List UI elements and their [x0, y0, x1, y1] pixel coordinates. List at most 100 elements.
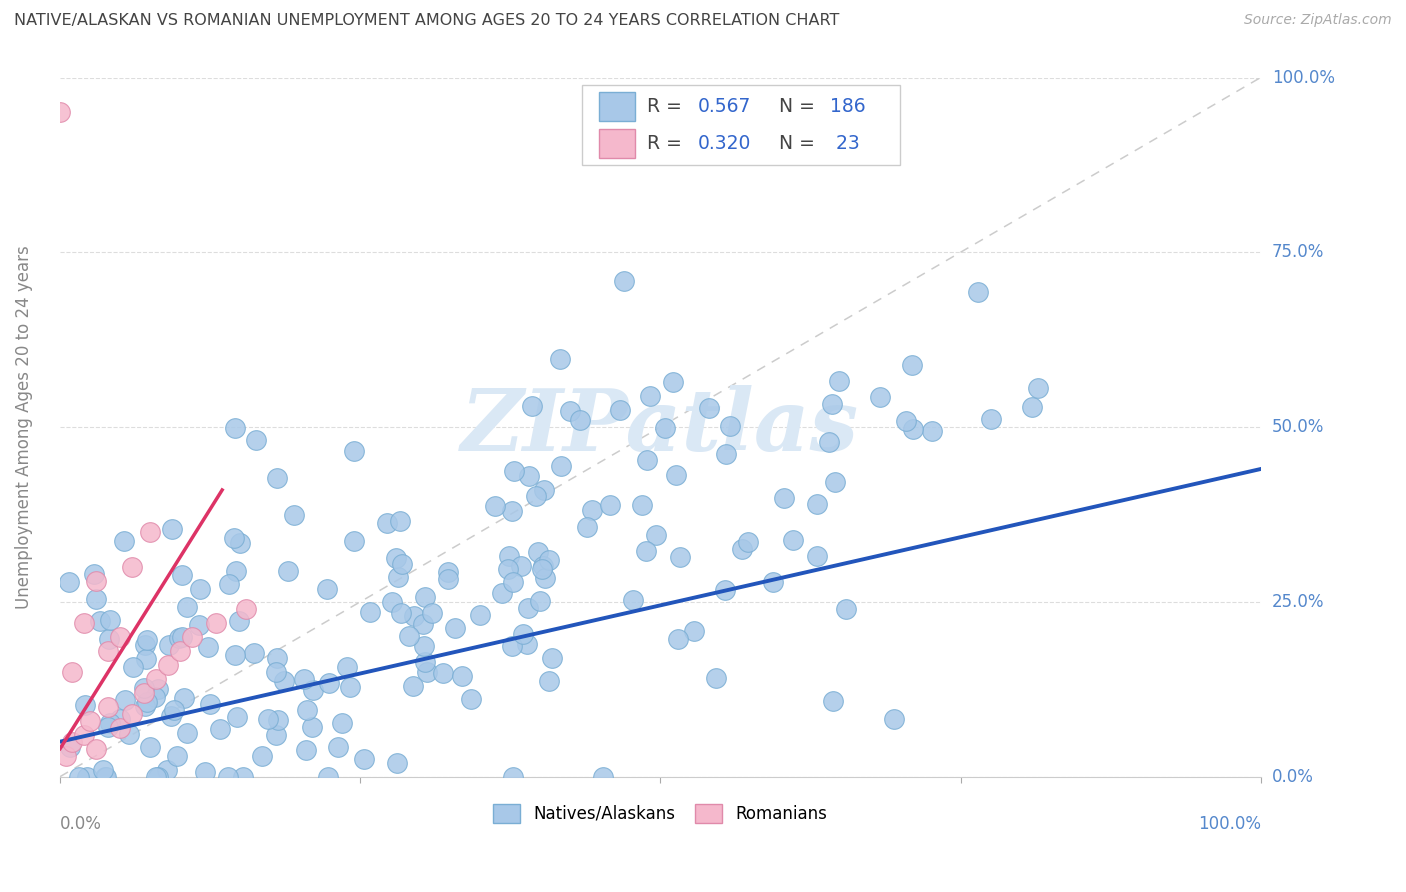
- Point: [437, 572, 460, 586]
- Point: [145, 770, 167, 784]
- Point: [662, 375, 685, 389]
- Point: [98, 716, 121, 731]
- Point: [245, 434, 267, 448]
- Point: [172, 630, 194, 644]
- Point: [636, 453, 658, 467]
- Point: [297, 703, 319, 717]
- Point: [560, 404, 582, 418]
- Point: [806, 549, 828, 563]
- Point: [301, 720, 323, 734]
- Point: [713, 582, 735, 597]
- Point: [921, 424, 943, 438]
- Point: [197, 640, 219, 654]
- Point: [883, 712, 905, 726]
- Point: [375, 516, 398, 530]
- Point: [73, 728, 96, 742]
- Point: [502, 770, 524, 784]
- Point: [517, 469, 540, 483]
- Point: [496, 562, 519, 576]
- Point: [336, 660, 359, 674]
- Point: [894, 414, 917, 428]
- Point: [301, 683, 323, 698]
- Point: [292, 672, 315, 686]
- Point: [121, 706, 143, 721]
- Legend: Natives/Alaskans, Romanians: Natives/Alaskans, Romanians: [485, 796, 835, 831]
- Point: [94, 770, 117, 784]
- Point: [228, 614, 250, 628]
- Point: [316, 582, 339, 596]
- Point: [160, 709, 183, 723]
- Point: [277, 564, 299, 578]
- Point: [49, 105, 72, 120]
- Point: [122, 660, 145, 674]
- Point: [58, 574, 80, 589]
- Point: [654, 420, 676, 434]
- Point: [76, 770, 98, 784]
- Point: [318, 676, 340, 690]
- Point: [343, 444, 366, 458]
- Point: [669, 549, 692, 564]
- Point: [412, 617, 434, 632]
- Point: [224, 648, 246, 662]
- Point: [359, 605, 381, 619]
- Point: [491, 585, 513, 599]
- Point: [108, 712, 131, 726]
- Point: [194, 764, 217, 779]
- Point: [143, 690, 166, 704]
- Text: Source: ZipAtlas.com: Source: ZipAtlas.com: [1244, 13, 1392, 28]
- Point: [901, 422, 924, 436]
- Y-axis label: Unemployment Among Ages 20 to 24 years: Unemployment Among Ages 20 to 24 years: [15, 245, 32, 609]
- Point: [821, 397, 844, 411]
- Point: [60, 665, 83, 679]
- Point: [824, 475, 846, 489]
- Point: [533, 571, 555, 585]
- Point: [901, 358, 924, 372]
- Point: [516, 601, 538, 615]
- Point: [157, 638, 180, 652]
- Point: [1026, 381, 1049, 395]
- Point: [118, 726, 141, 740]
- Point: [200, 697, 222, 711]
- Point: [645, 527, 668, 541]
- Point: [160, 522, 183, 536]
- Point: [138, 739, 160, 754]
- Point: [592, 770, 614, 784]
- Point: [387, 756, 409, 770]
- Point: [243, 646, 266, 660]
- Point: [60, 734, 83, 748]
- Point: [114, 534, 136, 549]
- Point: [222, 532, 245, 546]
- Point: [502, 574, 524, 589]
- Text: 75.0%: 75.0%: [1272, 244, 1324, 261]
- Text: R =: R =: [647, 134, 688, 153]
- Point: [135, 652, 157, 666]
- Point: [503, 464, 526, 478]
- Point: [134, 638, 156, 652]
- Point: [232, 770, 254, 784]
- Text: 100.0%: 100.0%: [1272, 69, 1334, 87]
- Point: [450, 669, 472, 683]
- Point: [718, 418, 741, 433]
- Point: [181, 630, 204, 644]
- Point: [828, 374, 851, 388]
- Point: [97, 720, 120, 734]
- Point: [73, 698, 96, 713]
- Point: [966, 285, 988, 299]
- Point: [381, 595, 404, 609]
- Point: [228, 536, 250, 550]
- Point: [806, 497, 828, 511]
- Point: [146, 770, 169, 784]
- Point: [267, 713, 290, 727]
- Point: [665, 467, 688, 482]
- Point: [609, 403, 631, 417]
- Point: [145, 672, 167, 686]
- Point: [121, 560, 143, 574]
- Point: [273, 673, 295, 688]
- Point: [264, 665, 287, 680]
- Point: [188, 582, 211, 596]
- Point: [714, 447, 737, 461]
- Text: 23: 23: [830, 134, 859, 153]
- Point: [98, 613, 121, 627]
- Point: [432, 666, 454, 681]
- Point: [773, 491, 796, 506]
